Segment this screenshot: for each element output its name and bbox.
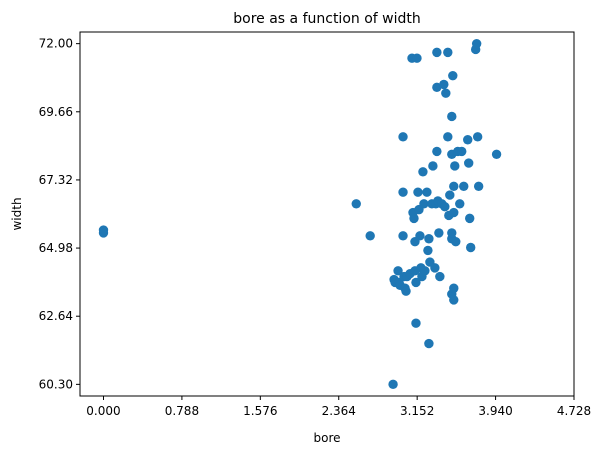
data-point [422, 187, 432, 197]
data-point [450, 161, 460, 171]
y-axis-label: width [10, 197, 24, 230]
data-point [434, 228, 444, 238]
data-point [491, 149, 502, 159]
data-point [465, 213, 475, 224]
x-tick-label: 0.000 [86, 404, 120, 418]
data-point [466, 242, 476, 253]
data-point [432, 47, 442, 58]
data-point [424, 234, 434, 244]
x-tick-label: 0.788 [165, 404, 199, 418]
data-point [388, 379, 398, 390]
data-point [463, 135, 473, 145]
y-tick-label: 64.98 [39, 241, 73, 255]
plot-frame [79, 31, 575, 397]
data-point [439, 79, 449, 90]
data-point [457, 146, 467, 157]
data-point [471, 38, 482, 49]
data-point [415, 231, 425, 241]
y-tick-label: 67.32 [39, 173, 73, 187]
data-point [351, 199, 361, 209]
data-point [435, 271, 445, 282]
data-point [98, 225, 109, 235]
data-point [459, 181, 469, 192]
data-point [430, 263, 440, 273]
x-tick-label: 3.152 [400, 404, 434, 418]
data-point [365, 231, 375, 241]
data-point [398, 132, 408, 142]
data-point [464, 158, 474, 168]
data-point [447, 228, 457, 238]
data-point [409, 213, 419, 224]
scatter-points [98, 38, 502, 390]
y-tick-label: 72.00 [39, 37, 73, 51]
y-tick-label: 69.66 [39, 105, 73, 119]
data-point [398, 187, 408, 197]
data-point [401, 286, 411, 296]
data-point [413, 187, 423, 197]
data-point [443, 132, 453, 142]
data-point [447, 111, 457, 122]
x-tick-label: 2.364 [322, 404, 356, 418]
data-point [440, 202, 450, 212]
data-point [420, 266, 430, 276]
y-axis-ticks: 60.30 62.64 64.98 67.32 69.66 72.00 [39, 37, 80, 391]
data-point [441, 88, 451, 98]
data-point [393, 266, 403, 276]
data-point [412, 53, 422, 63]
data-point [411, 318, 421, 328]
data-point [449, 207, 459, 218]
x-tick-label: 1.576 [243, 404, 277, 418]
y-tick-label: 60.30 [39, 377, 73, 391]
data-point [398, 231, 408, 241]
data-point [418, 167, 428, 177]
data-point [472, 132, 483, 142]
data-point [449, 181, 459, 192]
y-tick-label: 62.64 [39, 309, 73, 323]
data-point [451, 236, 461, 247]
x-axis-label: bore [313, 431, 340, 445]
data-point [428, 161, 438, 171]
data-point [473, 181, 484, 192]
chart-title: bore as a function of width [233, 11, 421, 27]
data-point [419, 199, 429, 209]
data-point [443, 47, 453, 58]
x-axis-ticks: 0.000 0.788 1.576 2.364 3.152 3.940 4.728 [86, 396, 591, 418]
data-point [449, 283, 459, 293]
data-point [432, 146, 442, 157]
data-point [448, 70, 458, 81]
x-tick-label: 3.940 [478, 404, 512, 418]
data-point [424, 338, 434, 349]
data-point [449, 295, 459, 305]
data-point [445, 190, 455, 200]
x-tick-label: 4.728 [557, 404, 591, 418]
data-point [423, 245, 433, 256]
data-point [455, 199, 465, 209]
data-point [411, 277, 421, 288]
